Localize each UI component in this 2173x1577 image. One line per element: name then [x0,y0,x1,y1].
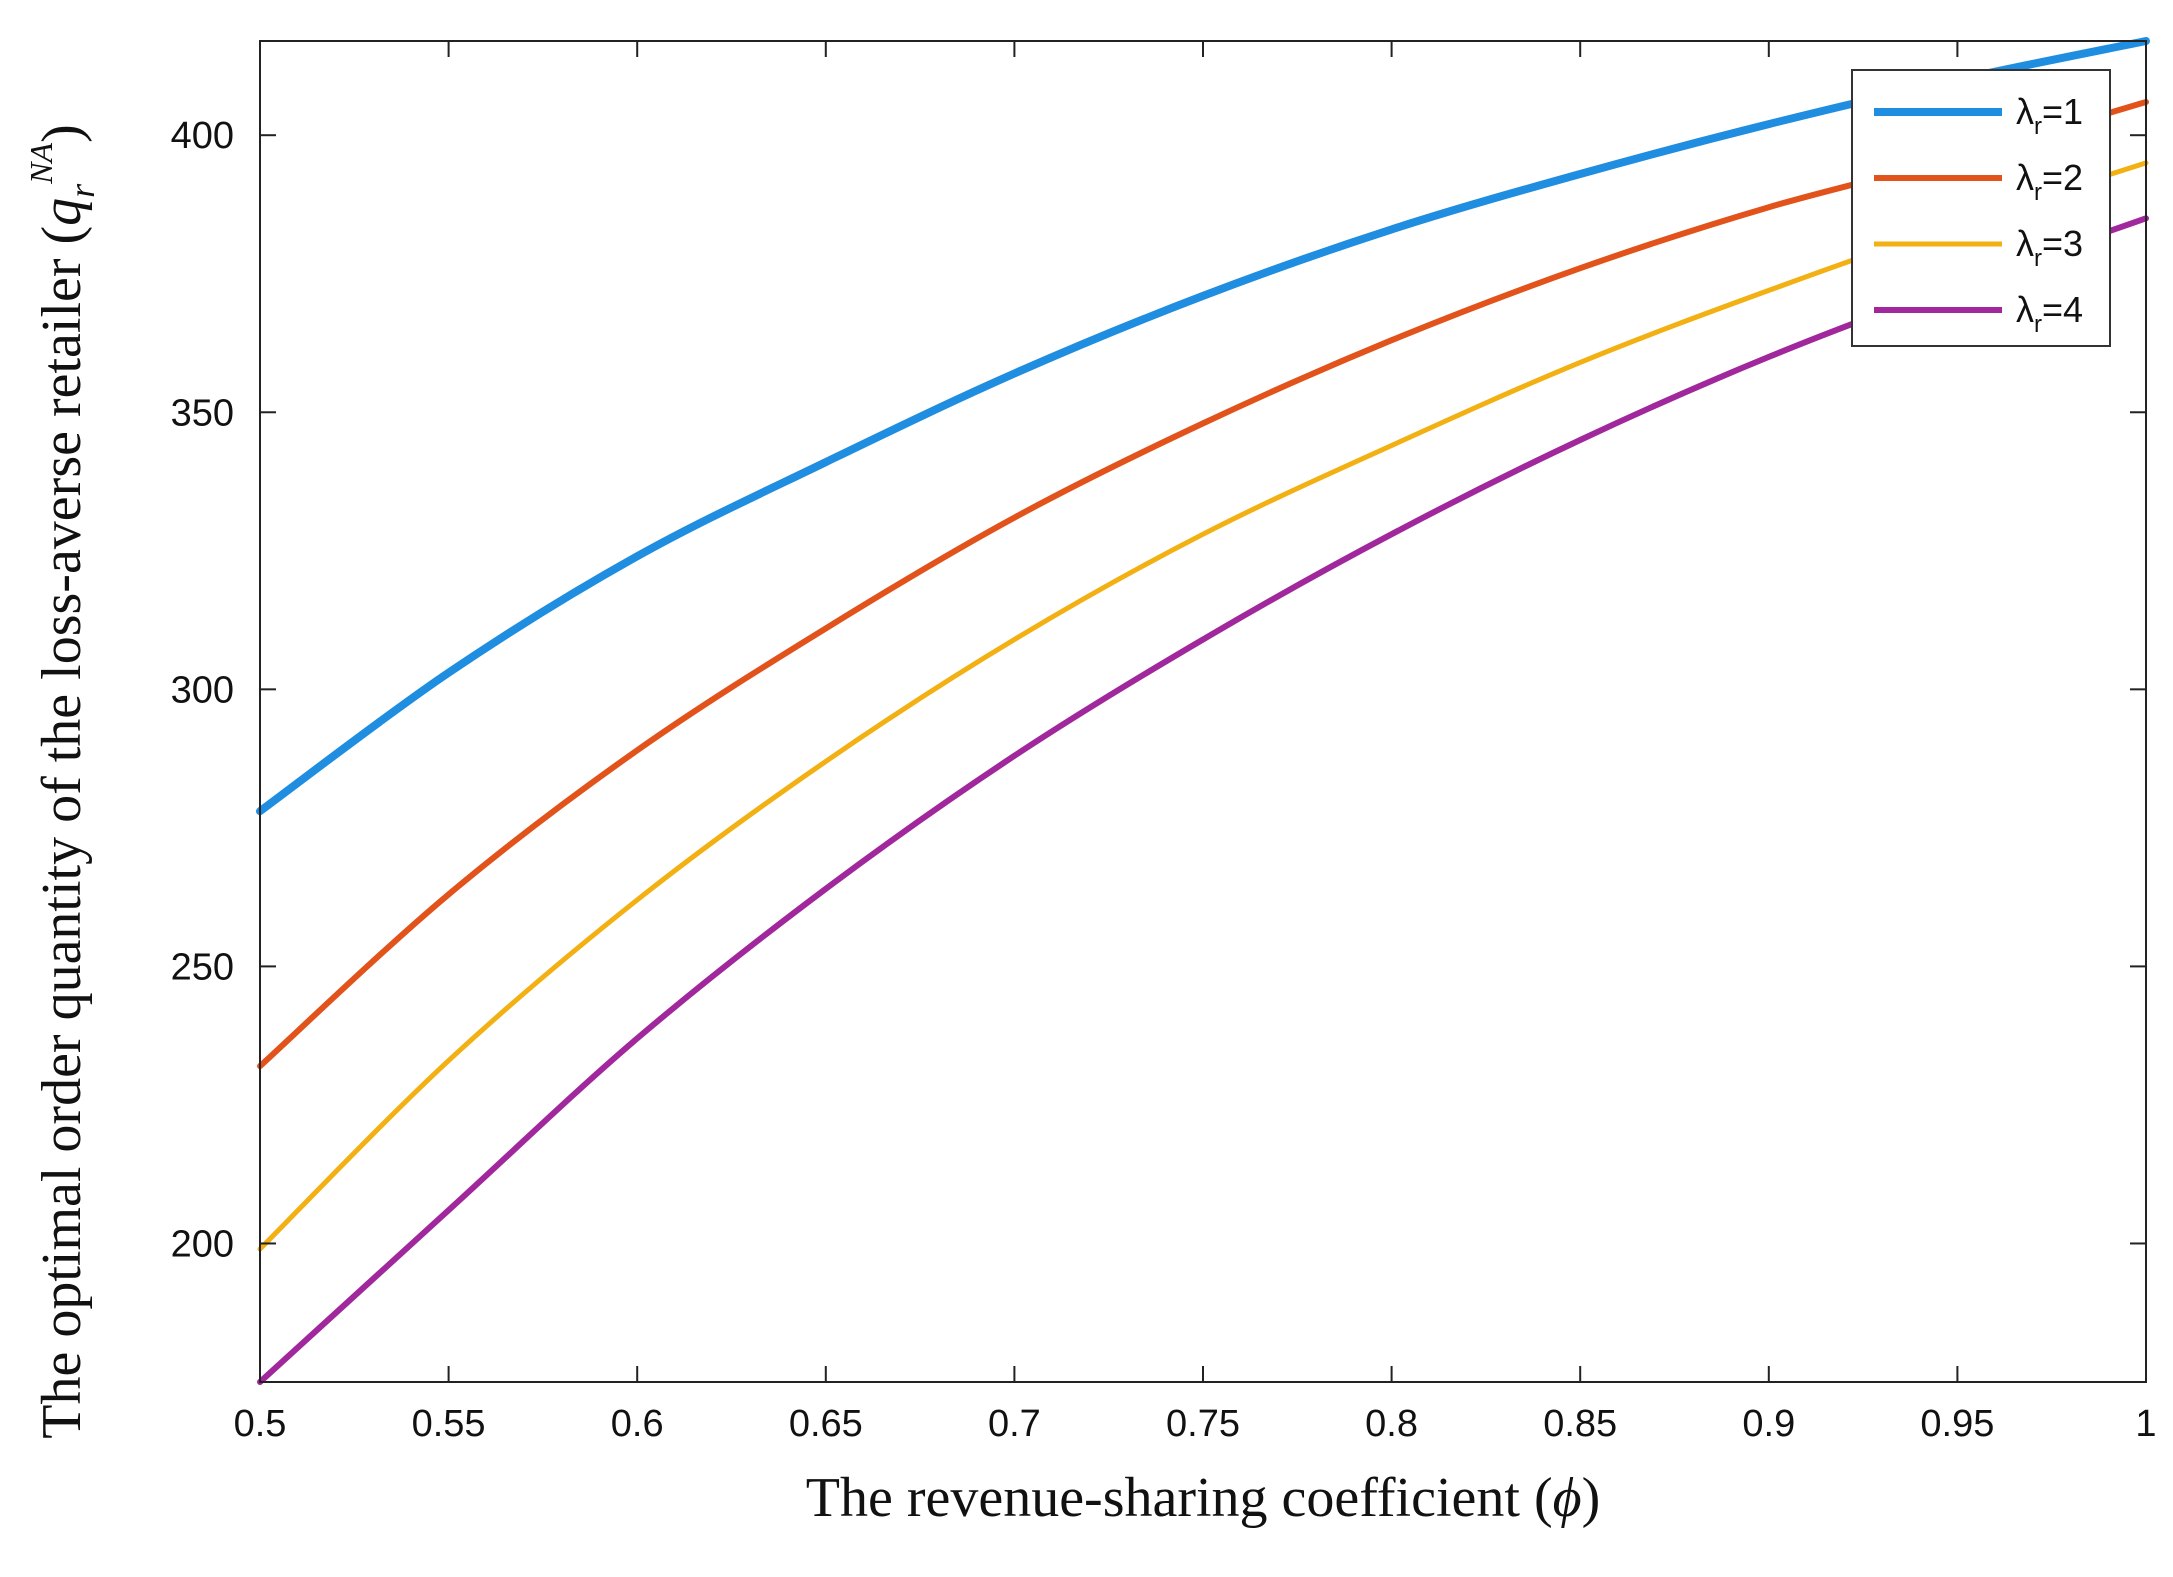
series-line-1 [256,37,2150,816]
x-axis-title-symbol: ϕ [1553,1467,1582,1529]
y-axis-title-sup: NA [23,142,59,184]
x-tick-label: 0.5 [234,1403,287,1445]
y-axis-title-text: The optimal order quantity of the loss-a… [31,258,93,1439]
x-tick-label: 0.85 [1543,1403,1617,1445]
x-axis-title: The revenue-sharing coefficient (ϕ) [806,1467,1600,1529]
y-tick-label: 300 [171,669,234,711]
x-tick-label: 0.75 [1166,1403,1240,1445]
x-tick-label: 0.6 [611,1403,664,1445]
y-tick-label: 250 [171,946,234,988]
x-axis-title-open: ( [1534,1467,1553,1529]
legend: λr=1 λr=2 λr=3 λr=4 [1851,69,2111,347]
legend-label-4: λr=4 [2016,289,2083,338]
x-tick-label: 0.7 [988,1403,1041,1445]
x-tick-label: 0.8 [1365,1403,1418,1445]
y-axis-title-symbol: q [31,198,93,226]
series-line-2 [257,99,2149,1070]
legend-label-2: λr=2 [2016,157,2083,206]
x-tick-label: 1 [2135,1403,2156,1445]
y-tick-label: 400 [171,115,234,157]
y-tick-label: 200 [171,1223,234,1265]
legend-label-1: λr=1 [2016,91,2083,140]
legend-items: λr=1 λr=2 λr=3 λr=4 [1874,91,2083,338]
x-axis-title-close: ) [1582,1467,1601,1529]
y-tick-label: 350 [171,392,234,434]
x-tick-label: 0.65 [789,1403,863,1445]
x-tick-label: 0.95 [1920,1403,1994,1445]
series-line-3 [257,160,2149,1252]
x-axis-title-text: The revenue-sharing coefficient [806,1467,1521,1529]
series-line-4 [257,215,2149,1385]
y-axis-title-sub: r [62,183,102,198]
y-axis-title-open: ( [31,226,93,245]
tick-layer: 0.5 0.55 0.6 0.65 0.7 0.75 0.8 0.85 0.9 0.95 1 200 2… [171,41,2157,1445]
y-axis-title-close: ) [31,124,93,143]
series-layer [256,37,2150,1385]
y-axis-title: The optimal order quantity of the loss-a… [23,124,102,1438]
x-tick-label: 0.55 [412,1403,486,1445]
x-tick-label: 0.9 [1742,1403,1795,1445]
legend-label-3: λr=3 [2016,223,2083,272]
